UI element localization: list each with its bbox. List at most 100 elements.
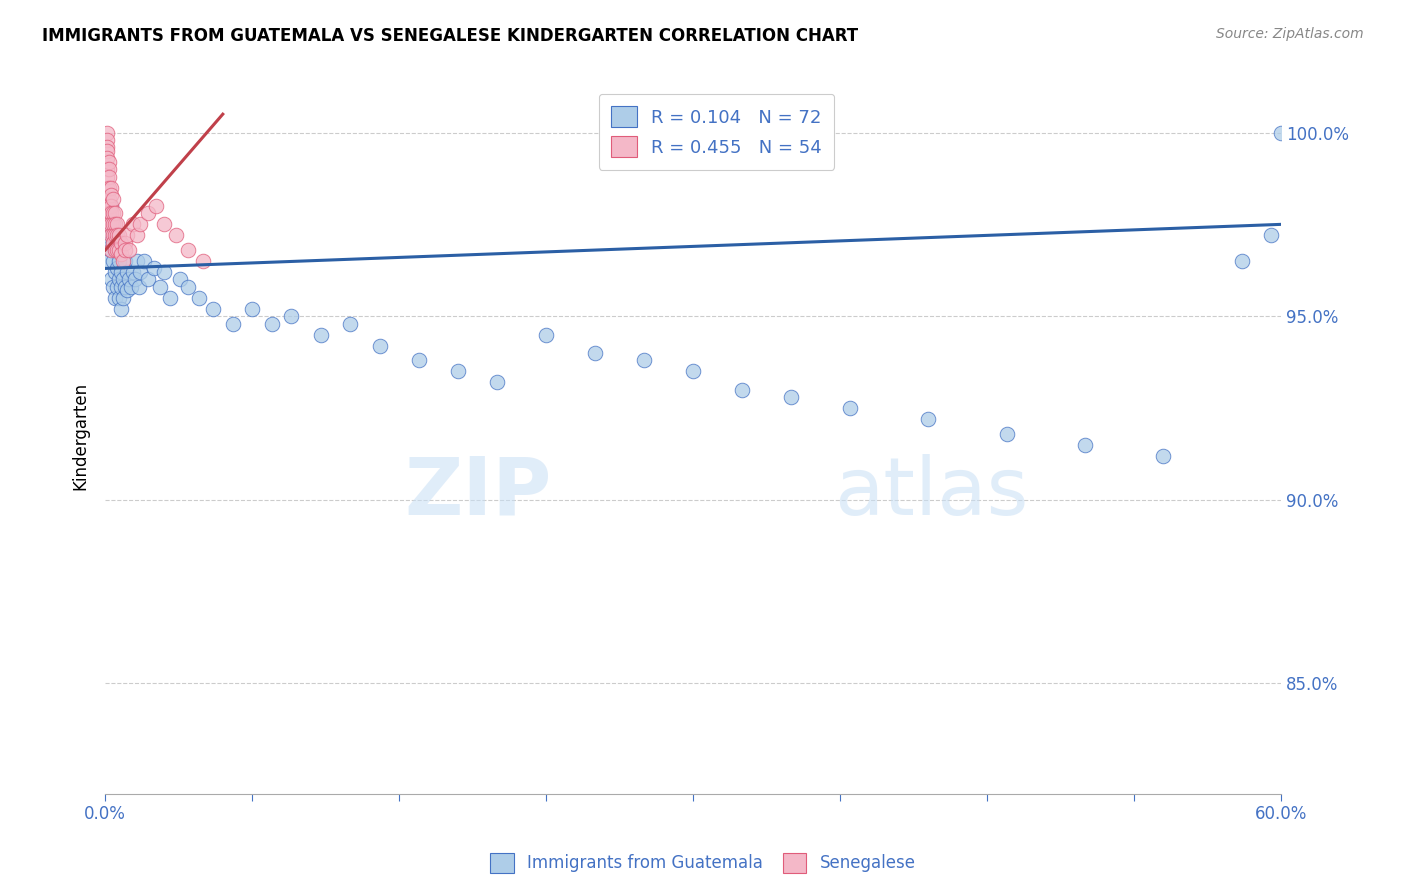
Point	[98, 254, 121, 268]
Point	[115, 284, 138, 298]
Point	[136, 206, 159, 220]
Point	[110, 280, 132, 294]
Point	[1152, 449, 1174, 463]
Point	[128, 280, 150, 294]
Point	[100, 199, 122, 213]
Point	[101, 192, 124, 206]
Point	[100, 188, 122, 202]
Point	[121, 265, 143, 279]
Point	[96, 133, 118, 147]
Point	[368, 338, 391, 352]
Point	[104, 228, 127, 243]
Point	[447, 364, 470, 378]
Point	[98, 235, 121, 250]
Point	[100, 199, 122, 213]
Point	[486, 376, 509, 390]
Point	[110, 265, 132, 279]
Point	[129, 265, 152, 279]
Point	[143, 261, 166, 276]
Point	[134, 254, 156, 268]
Point	[111, 291, 134, 305]
Point	[101, 280, 124, 294]
Text: Source: ZipAtlas.com: Source: ZipAtlas.com	[1216, 27, 1364, 41]
Point	[96, 169, 118, 184]
Point	[280, 309, 302, 323]
Text: atlas: atlas	[834, 454, 1029, 532]
Point	[105, 243, 128, 257]
Point	[96, 218, 118, 232]
Point	[101, 254, 124, 268]
Point	[201, 301, 224, 316]
Point	[120, 280, 142, 294]
Point	[124, 272, 146, 286]
Point	[98, 206, 121, 220]
Point	[1230, 254, 1253, 268]
Point	[108, 272, 131, 286]
Point	[101, 218, 124, 232]
Point	[96, 180, 118, 194]
Point	[111, 272, 134, 286]
Point	[100, 228, 122, 243]
Point	[98, 218, 121, 232]
Point	[110, 246, 132, 260]
Point	[260, 317, 283, 331]
Point	[111, 254, 134, 268]
Point	[98, 162, 121, 177]
Point	[1260, 228, 1282, 243]
Point	[129, 218, 152, 232]
Legend: Immigrants from Guatemala, Senegalese: Immigrants from Guatemala, Senegalese	[484, 847, 922, 880]
Point	[96, 151, 118, 165]
Point	[221, 317, 243, 331]
Point	[583, 346, 606, 360]
Point	[153, 265, 176, 279]
Point	[100, 243, 122, 257]
Point	[101, 218, 124, 232]
Point	[114, 280, 136, 294]
Point	[145, 199, 167, 213]
Point	[100, 180, 122, 194]
Point	[780, 390, 803, 404]
Point	[96, 126, 118, 140]
Point	[731, 383, 754, 397]
Point	[682, 364, 704, 378]
Point	[408, 353, 430, 368]
Point	[101, 235, 124, 250]
Point	[309, 327, 332, 342]
Point	[105, 261, 128, 276]
Text: ZIP: ZIP	[405, 454, 553, 532]
Point	[98, 206, 121, 220]
Point	[159, 291, 181, 305]
Point	[917, 412, 939, 426]
Point	[115, 228, 138, 243]
Point	[176, 243, 198, 257]
Point	[101, 206, 124, 220]
Legend: R = 0.104   N = 72, R = 0.455   N = 54: R = 0.104 N = 72, R = 0.455 N = 54	[599, 94, 835, 169]
Point	[96, 144, 118, 158]
Point	[534, 327, 557, 342]
Point	[153, 218, 176, 232]
Point	[98, 169, 121, 184]
Point	[121, 218, 143, 232]
Point	[100, 243, 122, 257]
Point	[108, 228, 131, 243]
Point	[100, 218, 122, 232]
Point	[169, 272, 191, 286]
Point	[114, 254, 136, 268]
Point	[104, 206, 127, 220]
Point	[339, 317, 361, 331]
Point	[110, 235, 132, 250]
Point	[240, 301, 263, 316]
Point	[108, 254, 131, 268]
Point	[104, 218, 127, 232]
Y-axis label: Kindergarten: Kindergarten	[72, 382, 89, 490]
Point	[165, 228, 187, 243]
Point	[136, 272, 159, 286]
Point	[118, 272, 141, 286]
Point	[100, 206, 122, 220]
Point	[114, 243, 136, 257]
Point	[104, 228, 127, 243]
Point	[96, 162, 118, 177]
Point	[98, 199, 121, 213]
Point	[1270, 126, 1292, 140]
Point	[125, 254, 148, 268]
